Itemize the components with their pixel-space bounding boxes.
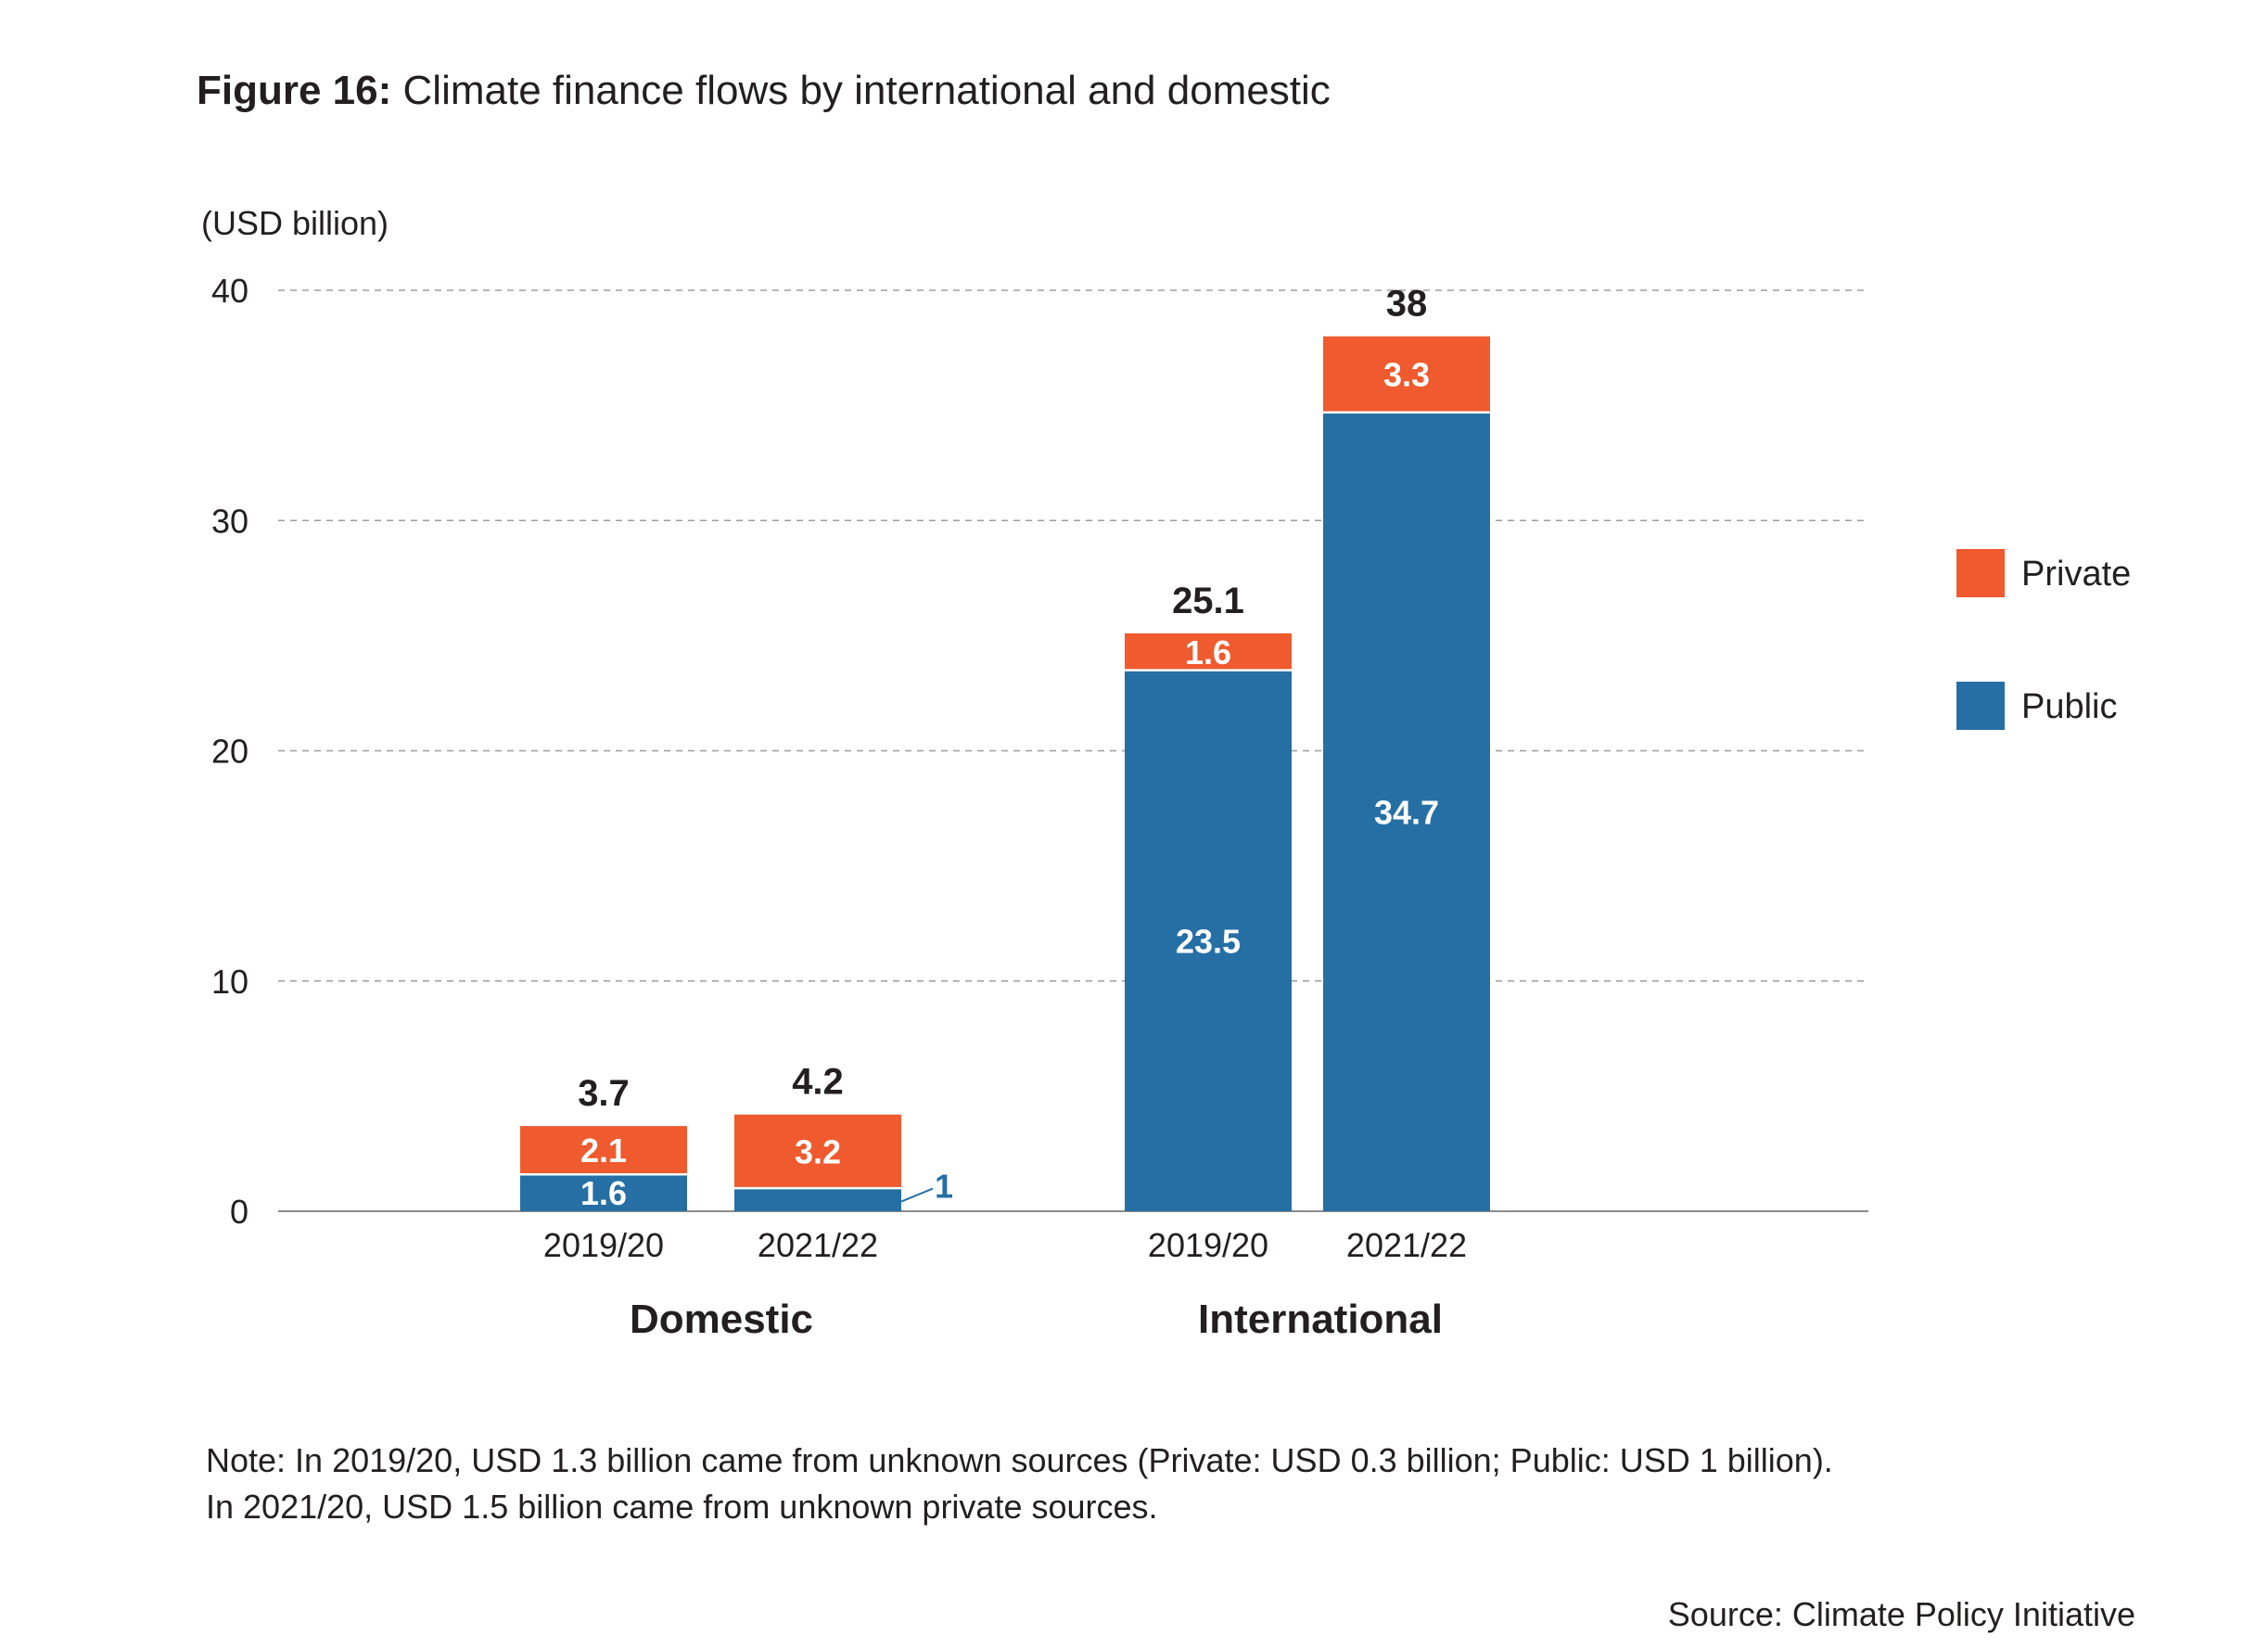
source-attribution: Source: Climate Policy Initiative (1667, 1595, 2135, 1633)
legend-swatch-public (1956, 682, 2005, 730)
legend-swatch-private (1956, 549, 2005, 597)
y-axis-unit-label: (USD billion) (201, 204, 389, 242)
bar-private-domestic-1 (734, 1114, 901, 1189)
data-label-total: 4.2 (792, 1062, 844, 1103)
data-label-total: 3.7 (578, 1073, 630, 1114)
bar-public-domestic-1 (734, 1188, 901, 1211)
bar-private-international-0 (1125, 633, 1292, 671)
figure-title-text: Climate finance flows by international a… (402, 68, 1331, 113)
x-category-label: 2021/22 (1346, 1226, 1467, 1264)
legend-label-public: Public (2021, 687, 2118, 726)
data-label-private: 3.3 (1383, 356, 1430, 394)
y-tick-label-30: 30 (211, 502, 248, 540)
y-tick-label-40: 40 (211, 272, 248, 310)
x-group-label-international: International (1198, 1297, 1443, 1342)
bar-public-international-0 (1125, 670, 1292, 1211)
bar-public-international-1 (1323, 412, 1490, 1211)
bar-private-domestic-0 (520, 1126, 687, 1175)
note-line-1: : In 2019/20, USD 1.3 billion came from … (276, 1441, 1833, 1479)
data-label-public: 1 (935, 1168, 953, 1206)
note-lead: Note (206, 1441, 277, 1479)
bar-public-domestic-0 (520, 1174, 687, 1211)
bars: 1.6 2.1 3.7 2019/20 1 3.2 4.2 2021/22 Domestic 23… (520, 284, 1490, 1342)
x-category-label: 2021/22 (758, 1226, 878, 1264)
y-tick-label-20: 20 (211, 733, 248, 771)
x-group-label-domestic: Domestic (630, 1297, 813, 1342)
data-label-public: 23.5 (1176, 922, 1241, 960)
x-category-label: 2019/20 (543, 1226, 664, 1264)
data-label-total: 25.1 (1172, 581, 1244, 621)
legend-label-private: Private (2021, 555, 2131, 594)
data-label-private: 1.6 (1185, 633, 1231, 671)
data-label-private: 3.2 (795, 1132, 841, 1170)
stacked-bar-chart: (USD billion) 0 10 20 30 40 1.6 2.1 3.7 2019/20… (201, 204, 2131, 1342)
figure-label: Figure 16: (197, 68, 392, 113)
y-axis-ticks: 0 10 20 30 40 (211, 272, 248, 1231)
x-category-label: 2019/20 (1148, 1226, 1268, 1264)
callout-leader-line (900, 1187, 934, 1203)
chart-note: Note: In 2019/20, USD 1.3 billion came f… (206, 1438, 1833, 1530)
data-label-public: 1.6 (580, 1174, 627, 1212)
data-label-total: 38 (1386, 284, 1428, 325)
gridlines (278, 289, 1868, 1212)
note-line-2: In 2021/20, USD 1.5 billion came from un… (206, 1488, 1158, 1526)
data-label-public: 34.7 (1374, 793, 1439, 831)
figure-title: Figure 16: Climate finance flows by inte… (197, 63, 1331, 119)
legend: Private Public (1956, 549, 2131, 730)
y-tick-label-10: 10 (211, 963, 248, 1001)
data-label-private: 2.1 (580, 1131, 627, 1170)
y-tick-label-0: 0 (230, 1193, 248, 1231)
bar-private-international-1 (1323, 336, 1490, 413)
